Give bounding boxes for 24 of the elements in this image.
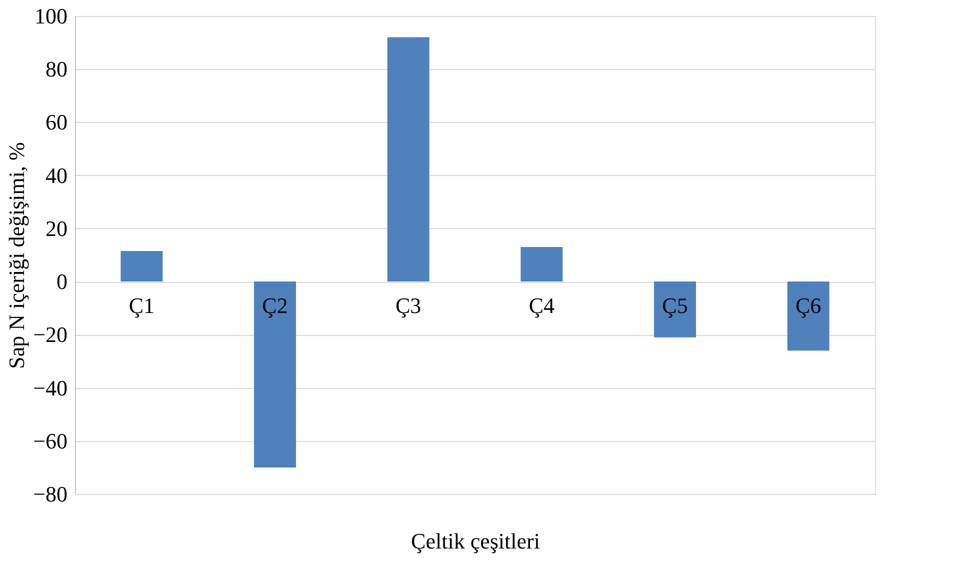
x-tick-label: Ç3 [395,293,422,318]
x-tick-label: Ç1 [128,293,155,318]
y-tick-label: 0 [56,269,68,294]
x-tick-label: Ç6 [795,293,822,318]
bar [254,282,296,468]
y-tick-label: −80 [33,482,68,506]
bar [787,282,830,351]
y-tick-label: −60 [33,428,68,454]
y-tick-label: 60 [46,110,68,135]
bar [520,247,563,282]
bar [120,251,163,282]
y-tick-label: 20 [46,216,68,241]
y-tick-label: −20 [33,322,68,348]
y-tick-label: 40 [46,162,68,188]
bar [654,282,696,338]
bar [387,37,430,282]
y-tick-label: 80 [46,56,68,82]
y-tick-label: −40 [33,375,68,400]
x-tick-label: Ç5 [662,293,688,318]
x-tick-label: Ç4 [528,293,555,318]
x-tick-label: Ç2 [262,293,288,318]
x-axis-title: Çeltik çeşitleri [411,528,540,554]
y-axis-title: Sap N içeriği değişimi, % [4,142,30,369]
y-tick-label: 100 [34,4,68,28]
